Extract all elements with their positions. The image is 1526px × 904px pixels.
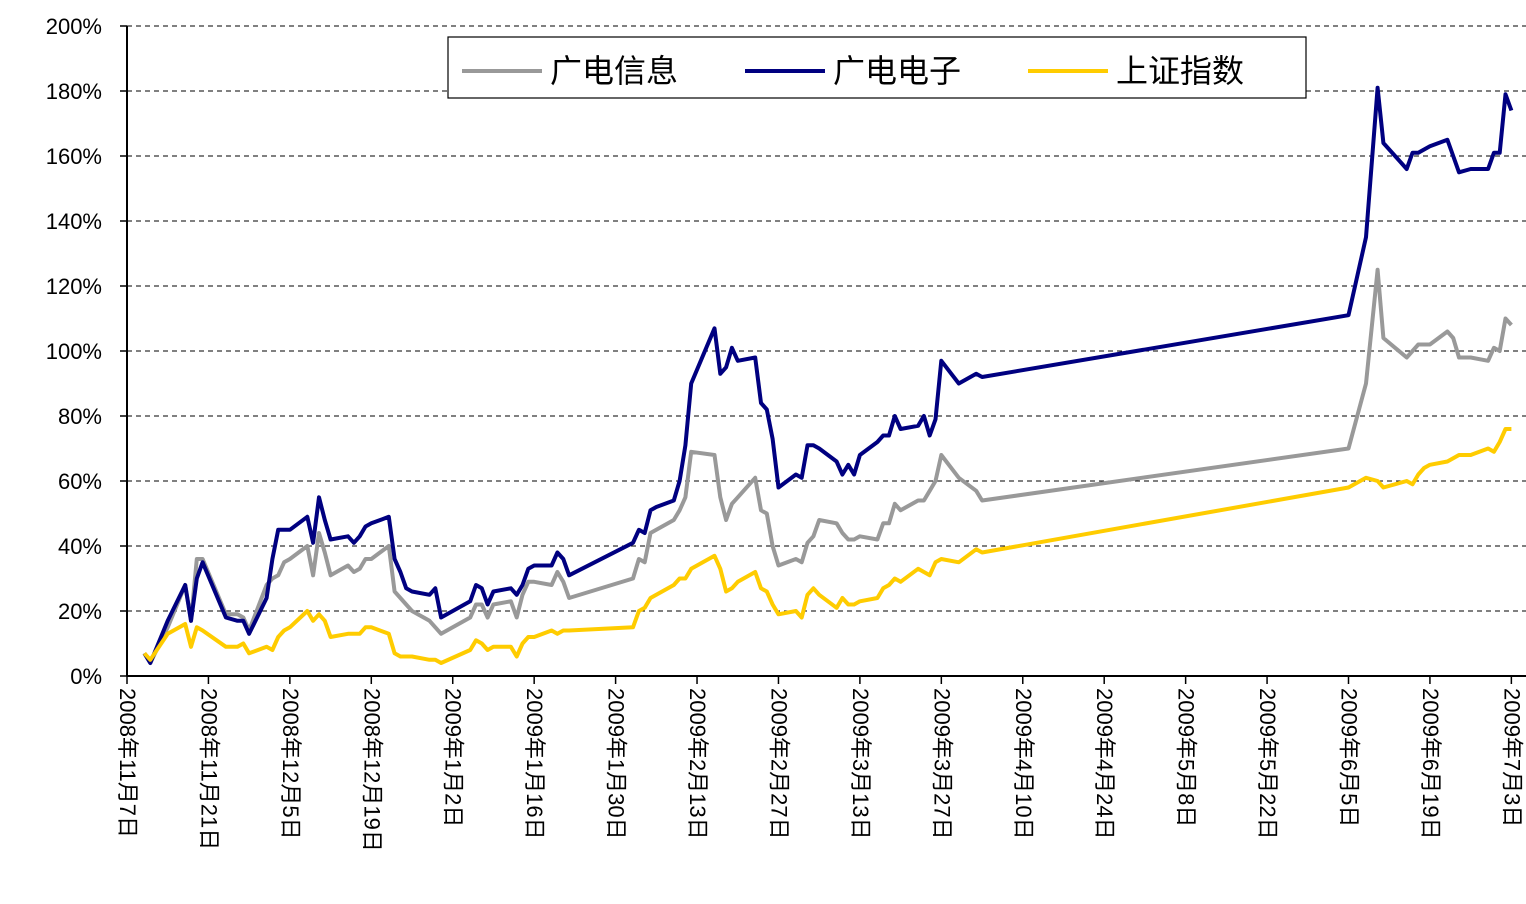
legend-label: 广电电子 [833, 53, 961, 89]
x-tick-label: 2008年11月7日 [115, 688, 140, 838]
y-tick-label: 40% [58, 534, 102, 559]
series-line [142, 85, 1514, 665]
x-tick-label: 2008年11月21日 [196, 688, 221, 850]
y-tick-label: 140% [46, 209, 102, 234]
x-tick-label: 2009年1月2日 [441, 688, 466, 827]
x-tick-label: 2009年4月10日 [1011, 688, 1036, 840]
y-tick-label: 160% [46, 144, 102, 169]
x-tick-label: 2009年2月13日 [685, 688, 710, 840]
x-tick-label: 2009年1月16日 [522, 688, 547, 840]
y-tick-label: 20% [58, 599, 102, 624]
y-tick-label: 200% [46, 14, 102, 39]
y-tick-label: 120% [46, 274, 102, 299]
x-tick-label: 2009年4月24日 [1092, 688, 1117, 840]
x-tick-label: 2009年2月27日 [766, 688, 791, 840]
legend-label: 广电信息 [550, 53, 678, 89]
y-tick-label: 80% [58, 404, 102, 429]
x-tick-label: 2009年6月5日 [1337, 688, 1362, 827]
x-tick-label: 2009年5月22日 [1255, 688, 1280, 840]
x-tick-label: 2008年12月19日 [359, 688, 384, 852]
x-tick-label: 2009年7月3日 [1499, 688, 1524, 827]
legend-box [447, 36, 1307, 99]
x-tick-label: 2009年6月19日 [1418, 688, 1443, 840]
y-tick-label: 100% [46, 339, 102, 364]
y-tick-label: 0% [70, 664, 102, 689]
x-tick-label: 2009年3月27日 [929, 688, 954, 840]
series-line [142, 427, 1512, 665]
y-tick-label: 60% [58, 469, 102, 494]
x-tick-label: 2009年1月30日 [604, 688, 629, 840]
x-tick-label: 2009年5月8日 [1174, 688, 1199, 827]
x-tick-label: 2009年3月13日 [848, 688, 873, 840]
series-line [142, 267, 1513, 665]
x-tick-label: 2008年12月5日 [278, 688, 303, 840]
legend-label: 上证指数 [1116, 53, 1244, 89]
y-tick-label: 180% [46, 79, 102, 104]
